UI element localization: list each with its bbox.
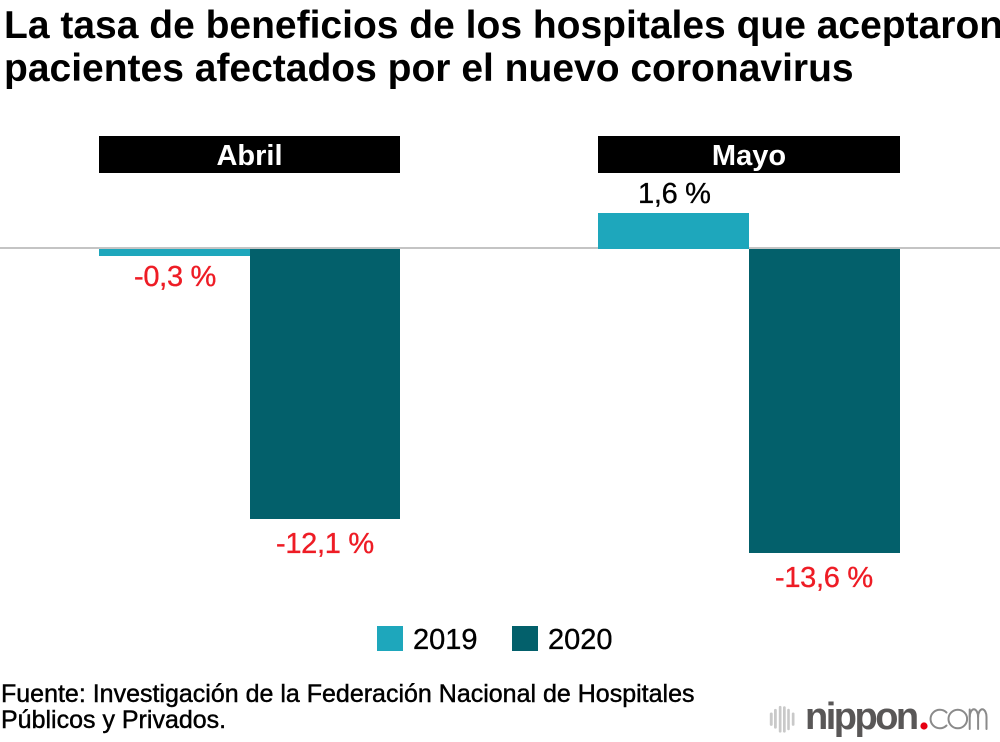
- svg-text:nippon: nippon: [805, 696, 917, 738]
